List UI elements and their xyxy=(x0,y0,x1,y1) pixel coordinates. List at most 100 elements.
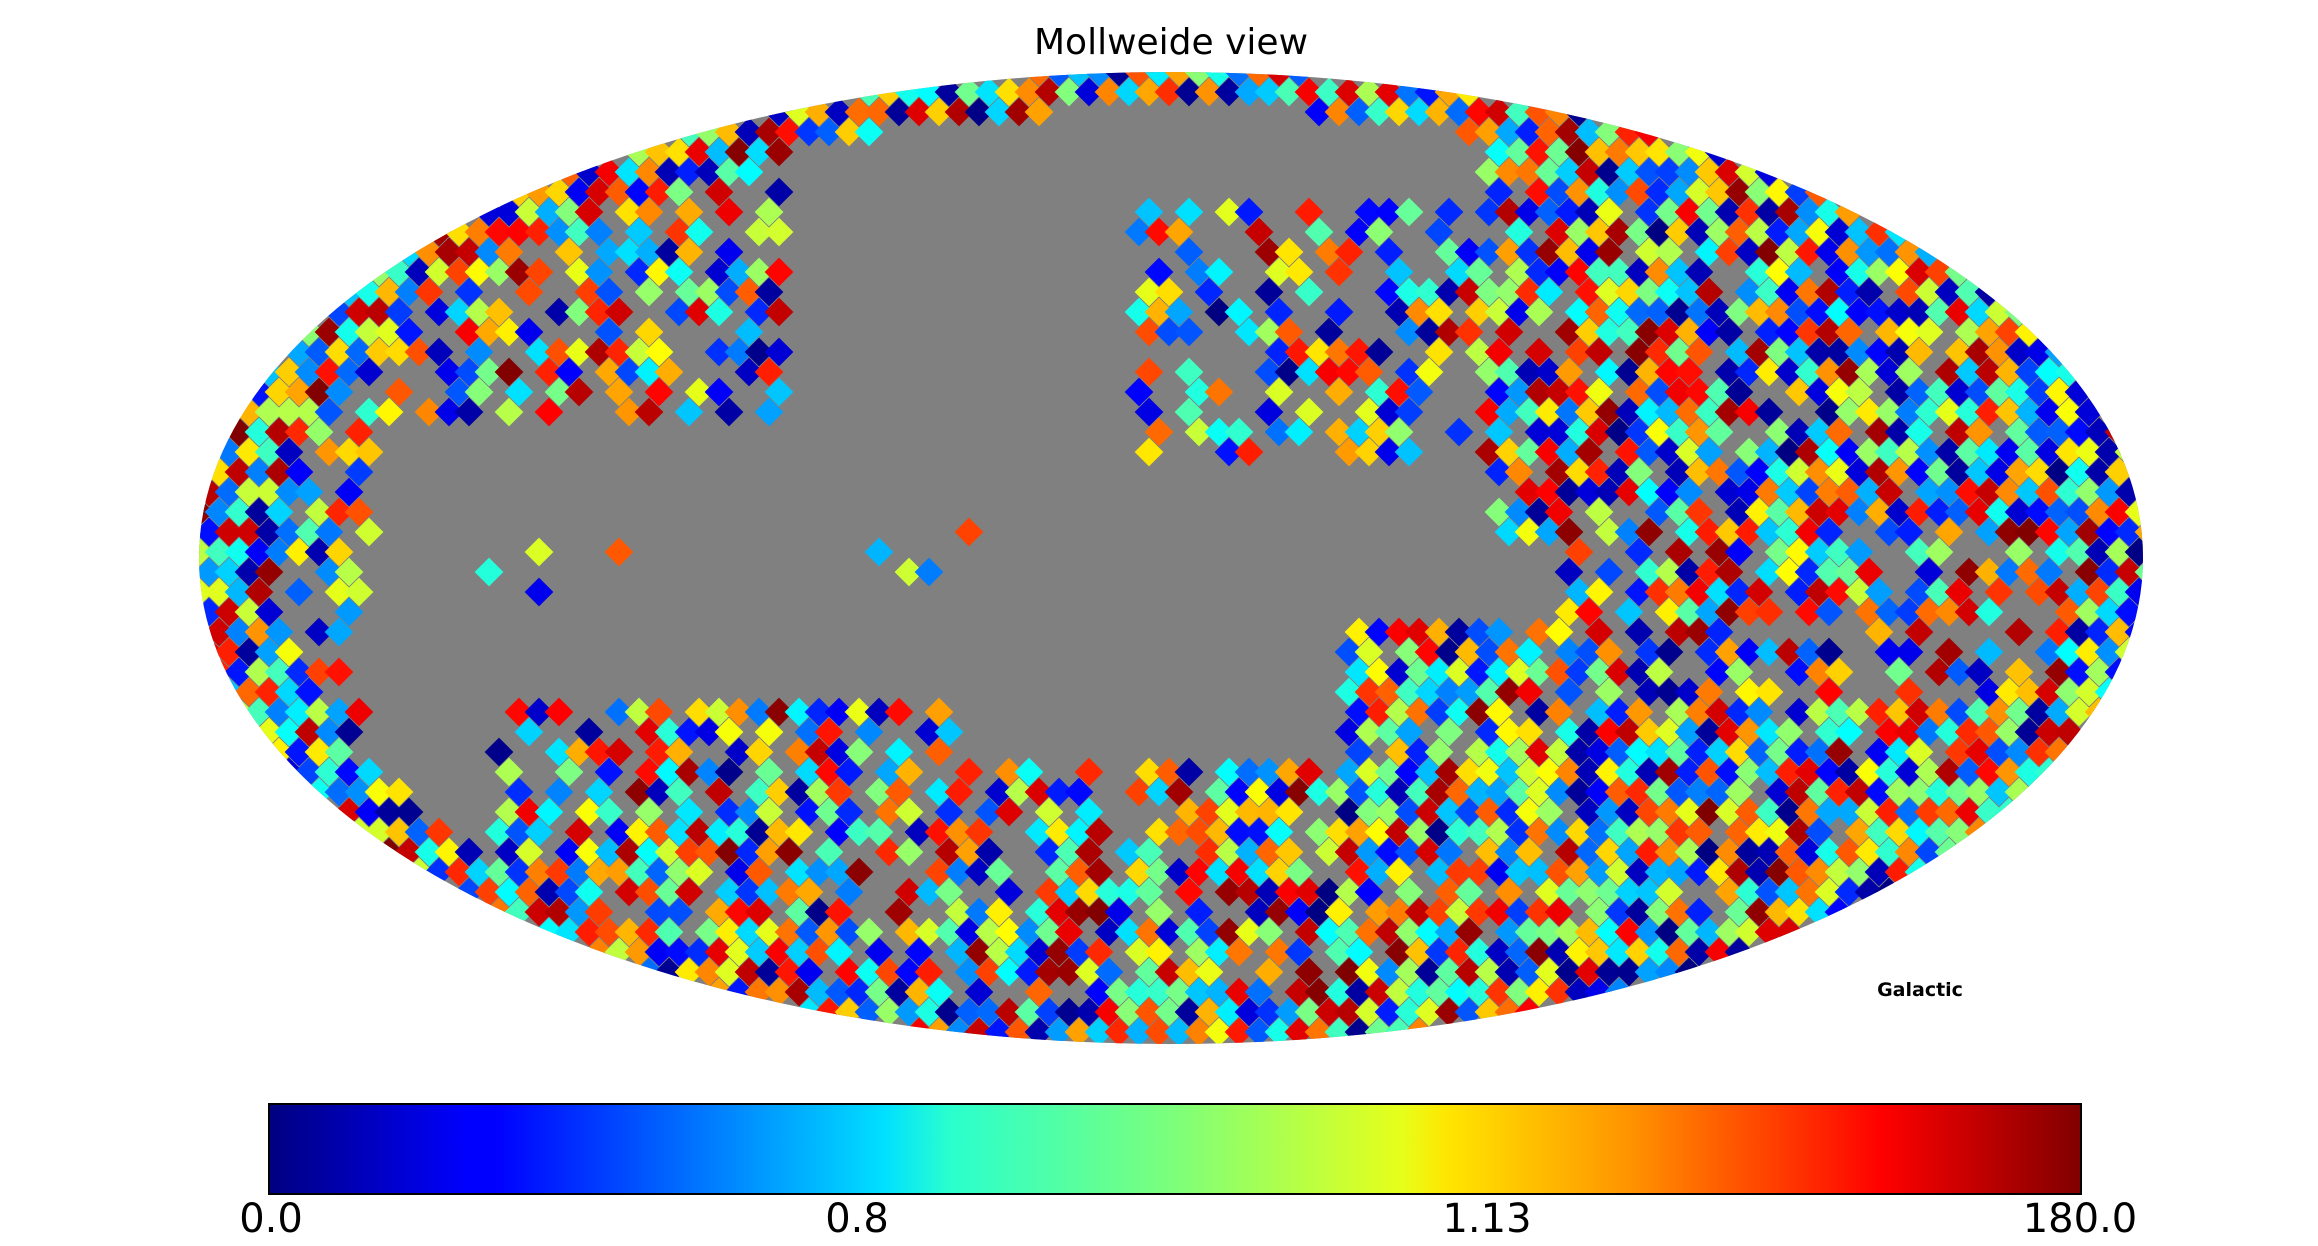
sky-pixel-1136 xyxy=(1884,657,1914,687)
sky-pixel-591 xyxy=(304,377,334,407)
sky-pixel-729 xyxy=(2024,417,2054,447)
sky-pixel-1074 xyxy=(214,637,244,667)
sky-pixel-892 xyxy=(274,517,304,547)
sky-pixel-1523 xyxy=(1754,797,1784,827)
sky-pixel-1642 xyxy=(1354,837,1384,867)
sky-pixel-1553 xyxy=(764,817,794,847)
sky-pixel-500 xyxy=(764,337,794,367)
sky-pixel-578 xyxy=(1854,357,1884,387)
sky-pixel-1370 xyxy=(1374,757,1404,787)
sky-pixel-293 xyxy=(504,257,534,287)
sky-pixel-1653 xyxy=(1614,837,1644,867)
sky-pixel-974 xyxy=(1854,557,1884,587)
sky-pixel-588 xyxy=(244,377,274,407)
sky-pixel-2062 xyxy=(1294,997,1324,1027)
sky-pixel-1460 xyxy=(1764,777,1794,807)
sky-pixel-674 xyxy=(1714,397,1744,427)
sky-pixel-1853 xyxy=(754,917,784,947)
sky-pixel-761 xyxy=(1774,437,1804,467)
sky-pixel-977 xyxy=(1974,557,2004,587)
sky-pixel-1937 xyxy=(1464,937,1494,967)
sky-pixel-1521 xyxy=(1714,797,1744,827)
sky-pixel-458 xyxy=(1454,317,1484,347)
sky-pixel-297 xyxy=(624,257,654,287)
sky-pixel-1894 xyxy=(1654,917,1684,947)
sky-pixel-1969 xyxy=(1034,957,1064,987)
sky-pixel-1640 xyxy=(1314,837,1344,867)
sky-pixel-1968 xyxy=(1014,957,1044,987)
sky-pixel-1729 xyxy=(1804,857,1834,887)
sky-pixel-963 xyxy=(1594,557,1624,587)
sky-pixel-1633 xyxy=(1114,837,1144,867)
sky-pixel-1382 xyxy=(1614,757,1644,787)
sky-pixel-1779 xyxy=(1614,877,1644,907)
sky-pixel-834 xyxy=(1774,477,1804,507)
sky-pixel-1796 xyxy=(584,897,614,927)
sky-pixel-210 xyxy=(564,217,594,247)
sky-pixel-169 xyxy=(554,197,584,227)
sky-pixel-625 xyxy=(1804,377,1834,407)
sky-pixel-1077 xyxy=(274,637,304,667)
sky-pixel-814 xyxy=(2104,457,2134,487)
sky-pixel-397 xyxy=(764,297,794,327)
sky-pixel-1323 xyxy=(1744,737,1774,767)
sky-pixel-659 xyxy=(1354,397,1384,427)
sky-pixel-304 xyxy=(1144,257,1174,287)
sky-pixel-1356 xyxy=(954,757,984,787)
sky-pixel-1526 xyxy=(1814,797,1844,827)
sky-pixel-126 xyxy=(1534,157,1564,187)
sky-pixel-437 xyxy=(334,317,364,347)
sky-pixel-957 xyxy=(314,557,344,587)
sky-pixel-1440 xyxy=(1344,777,1374,807)
sky-pixel-1838 xyxy=(1744,897,1774,927)
sky-pixel-543 xyxy=(534,357,564,387)
sky-pixel-1279 xyxy=(1934,717,1964,747)
sky-pixel-1368 xyxy=(1334,757,1364,787)
sky-pixel-840 xyxy=(1914,477,1944,507)
sky-pixel-1181 xyxy=(304,697,334,727)
sky-pixel-1780 xyxy=(1634,877,1664,907)
sky-pixel-467 xyxy=(1694,317,1724,347)
sky-pixel-208 xyxy=(524,217,554,247)
sky-pixel-1730 xyxy=(1824,857,1854,887)
sky-pixel-462 xyxy=(1594,317,1624,347)
sky-pixel-737 xyxy=(274,437,304,467)
sky-pixel-1555 xyxy=(824,817,854,847)
sky-pixel-1477 xyxy=(494,797,524,827)
sky-pixel-1448 xyxy=(1504,777,1534,807)
sky-pixel-525 xyxy=(1884,337,1914,367)
sky-pixel-1204 xyxy=(1384,697,1414,727)
colorbar-tick-label-1: 0.8 xyxy=(825,1196,889,1242)
sky-pixel-1084 xyxy=(1474,637,1504,667)
sky-pixel-575 xyxy=(1794,357,1824,387)
sky-pixel-736 xyxy=(254,437,284,467)
sky-pixel-1890 xyxy=(1574,917,1604,947)
sky-pixel-338 xyxy=(454,277,484,307)
sky-pixel-1709 xyxy=(1384,857,1414,887)
sky-pixel-726 xyxy=(1944,417,1974,447)
sky-pixel-1248 xyxy=(754,717,784,747)
sky-pixel-259 xyxy=(1274,237,1304,267)
sky-pixel-106 xyxy=(1584,137,1614,167)
sky-pixel-853 xyxy=(224,497,254,527)
sky-pixel-1644 xyxy=(1394,837,1424,867)
sky-pixel-1233 xyxy=(2044,697,2074,727)
sky-pixel-1763 xyxy=(1214,877,1244,907)
sky-pixel-836 xyxy=(1814,477,1844,507)
sky-pixel-418 xyxy=(1684,297,1714,327)
sky-pixel-1966 xyxy=(974,957,1004,987)
sky-pixel-905 xyxy=(1694,517,1724,547)
sky-pixel-1694 xyxy=(984,857,1014,887)
sky-pixel-152 xyxy=(1564,177,1594,207)
sky-pixel-869 xyxy=(1764,497,1794,527)
sky-pixel-1040 xyxy=(2054,597,2084,627)
sky-pixel-837 xyxy=(1834,477,1864,507)
sky-pixel-738 xyxy=(314,437,344,467)
sky-pixel-898 xyxy=(1514,517,1544,547)
sky-pixel-1432 xyxy=(1164,777,1194,807)
sky-pixel-807 xyxy=(1964,457,1994,487)
sky-pixel-448 xyxy=(1134,317,1164,347)
sky-pixel-669 xyxy=(1614,397,1644,427)
sky-pixel-2065 xyxy=(1354,997,1384,1027)
sky-pixel-1520 xyxy=(1694,797,1724,827)
